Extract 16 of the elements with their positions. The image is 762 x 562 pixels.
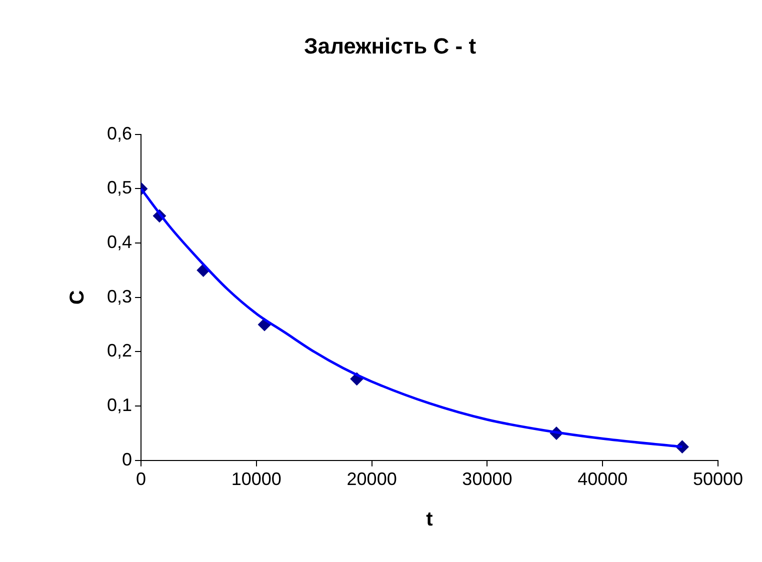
- y-tick-label: 0,4: [106, 232, 132, 252]
- y-tick-label: 0,6: [106, 123, 132, 144]
- y-axis-title: C: [66, 290, 89, 305]
- x-tick-label: 50000: [692, 469, 744, 490]
- y-tick-label: 0,5: [106, 178, 132, 198]
- x-tick-label: 40000: [578, 469, 628, 490]
- x-tick-label: 30000: [462, 469, 512, 490]
- chart-title: Залежність C - t: [304, 33, 477, 58]
- x-tick-label: 20000: [346, 469, 397, 490]
- x-tick-label: 0: [136, 469, 146, 490]
- x-axis-title: t: [426, 508, 434, 531]
- y-tick-label: 0: [122, 449, 132, 470]
- y-tick-label: 0,2: [106, 340, 132, 361]
- y-tick-label: 0,1: [106, 395, 132, 416]
- x-tick-label: 10000: [231, 469, 282, 490]
- y-tick-label: 0,3: [106, 286, 132, 306]
